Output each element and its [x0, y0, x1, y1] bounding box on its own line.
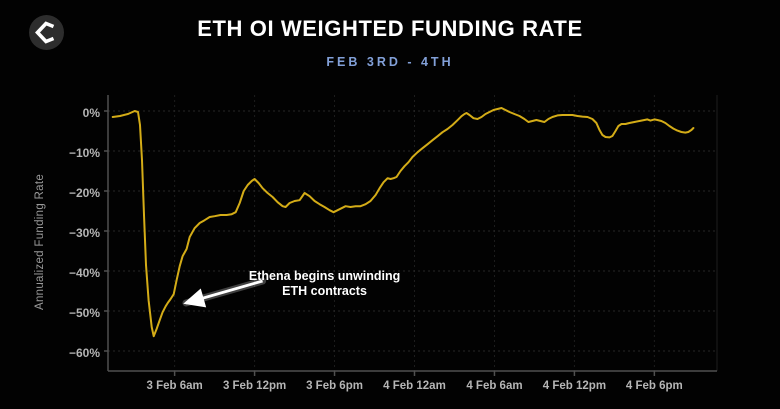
annotation-line-2: ETH contracts [282, 283, 367, 298]
y-tick-label: −60% [68, 346, 100, 360]
x-tick-label: 3 Feb 6pm [306, 380, 363, 392]
horizontal-gridlines [108, 110, 717, 352]
y-tick-label: 0% [82, 106, 100, 120]
y-tick-label: −20% [68, 186, 100, 200]
page-title: ETH OI WEIGHTED FUNDING RATE [197, 16, 583, 41]
x-tick-label: 4 Feb 12am [383, 380, 446, 392]
brand-logo [28, 14, 65, 51]
page-subtitle: FEB 3RD - 4TH [326, 55, 454, 69]
annotation-line-1: Ethena begins unwinding [248, 269, 401, 283]
x-tick-label: 4 Feb 6am [466, 380, 523, 392]
y-tick-label: −10% [68, 146, 100, 160]
y-tick-label: −40% [68, 266, 100, 280]
x-tick-label: 4 Feb 12pm [542, 380, 607, 392]
y-tick-label: −50% [68, 306, 100, 320]
vertical-gridlines [174, 95, 718, 371]
annotation-arrow [183, 279, 263, 308]
annotation-text: Ethena begins unwinding ETH contracts [249, 269, 400, 298]
x-tick-label: 3 Feb 12pm [222, 380, 287, 392]
x-tick-label: 3 Feb 6am [146, 380, 203, 392]
sigma-diamond-logo-icon [29, 15, 64, 50]
y-tick-label: −30% [68, 226, 100, 240]
funding-rate-line [111, 107, 695, 338]
x-tick-label: 4 Feb 6pm [625, 380, 683, 392]
